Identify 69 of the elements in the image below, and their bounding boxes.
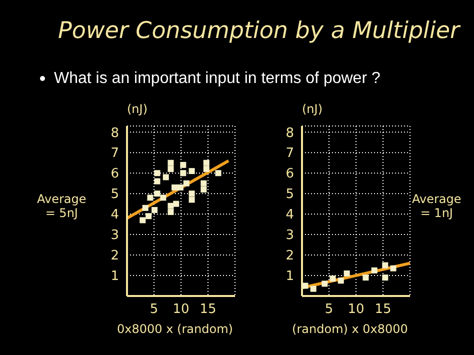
point <box>200 180 207 186</box>
y-axis-title: (nJ) <box>127 102 148 116</box>
point <box>382 274 388 281</box>
y-tick-label: 7 <box>110 146 119 162</box>
point <box>188 168 195 174</box>
point <box>154 178 160 184</box>
point <box>140 217 146 224</box>
point <box>146 213 152 220</box>
point <box>177 184 184 190</box>
y-tick-label: 2 <box>110 248 119 264</box>
text: Average = 5nJ <box>37 192 86 220</box>
point <box>183 180 190 186</box>
y-tick-label: 2 <box>286 248 294 264</box>
point <box>330 276 336 282</box>
y-axis-title: (nJ) <box>302 102 323 116</box>
x-tick-label: 10 <box>348 302 364 318</box>
point <box>180 162 186 168</box>
point <box>180 170 186 176</box>
y-tick-label: 1 <box>110 269 119 284</box>
y-tick-label: 6 <box>286 166 294 182</box>
point <box>142 204 148 211</box>
point <box>152 206 158 213</box>
x-tick-label: 5 <box>150 302 158 318</box>
point <box>168 166 174 172</box>
point <box>168 160 174 166</box>
x-tick-label: 15 <box>374 302 392 318</box>
point <box>371 267 378 274</box>
point <box>188 196 195 203</box>
y-tick-label: 3 <box>286 228 294 244</box>
point <box>302 282 308 289</box>
point <box>382 262 388 268</box>
point <box>168 209 174 216</box>
point <box>390 265 396 272</box>
point <box>154 190 160 197</box>
point <box>162 174 169 180</box>
point <box>203 160 210 166</box>
y-tick-label: 1 <box>286 269 294 284</box>
point <box>154 170 160 176</box>
point <box>215 170 222 176</box>
x-tick-label: 10 <box>172 302 190 318</box>
point <box>203 166 210 172</box>
x-axis-title: 0x8000 x (random) <box>116 322 234 336</box>
point <box>338 278 344 284</box>
chart-title: Power Consumption by a Multiplier <box>58 18 460 44</box>
y-tick-label: 4 <box>286 208 294 223</box>
point <box>168 202 174 209</box>
y-tick-label: 5 <box>286 187 294 202</box>
point <box>160 194 166 201</box>
x-axis-title: (random) x 0x8000 <box>291 322 409 336</box>
point <box>173 200 180 207</box>
y-tick-label: 4 <box>110 208 119 223</box>
y-tick-label: 7 <box>286 146 294 162</box>
text: Average = 1nJ <box>412 192 462 220</box>
y-tick-label: 8 <box>286 126 294 141</box>
y-tick-label: 6 <box>110 166 119 182</box>
y-tick-label: 5 <box>110 187 119 202</box>
point <box>344 270 350 276</box>
point <box>322 280 328 287</box>
point <box>362 274 369 281</box>
y-tick-label: 3 <box>110 228 119 244</box>
point <box>310 286 316 292</box>
point <box>200 186 207 192</box>
chart-subtitle: What is an important input in terms of power ? <box>53 70 380 88</box>
point <box>147 194 154 201</box>
y-tick-label: 8 <box>110 126 119 141</box>
point <box>188 190 195 197</box>
point <box>172 184 178 190</box>
x-tick-label: 5 <box>324 302 334 318</box>
x-tick-label: 15 <box>200 302 216 318</box>
